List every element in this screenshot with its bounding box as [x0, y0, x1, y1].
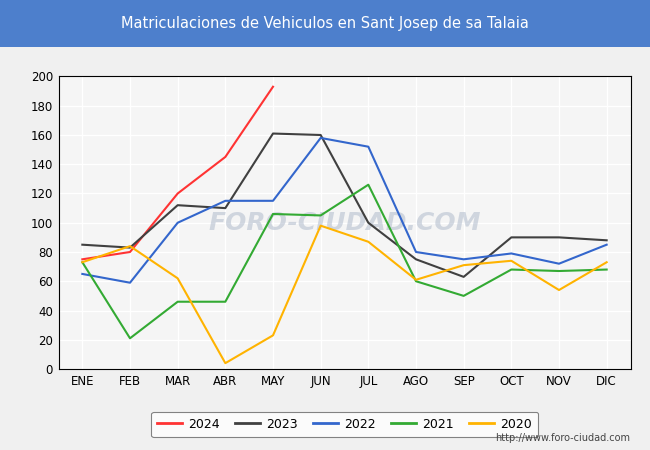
Legend: 2024, 2023, 2022, 2021, 2020: 2024, 2023, 2022, 2021, 2020: [151, 412, 538, 437]
Text: FORO-CIUDAD.COM: FORO-CIUDAD.COM: [208, 211, 481, 235]
Text: http://www.foro-ciudad.com: http://www.foro-ciudad.com: [495, 433, 630, 443]
Text: Matriculaciones de Vehiculos en Sant Josep de sa Talaia: Matriculaciones de Vehiculos en Sant Jos…: [121, 16, 529, 31]
